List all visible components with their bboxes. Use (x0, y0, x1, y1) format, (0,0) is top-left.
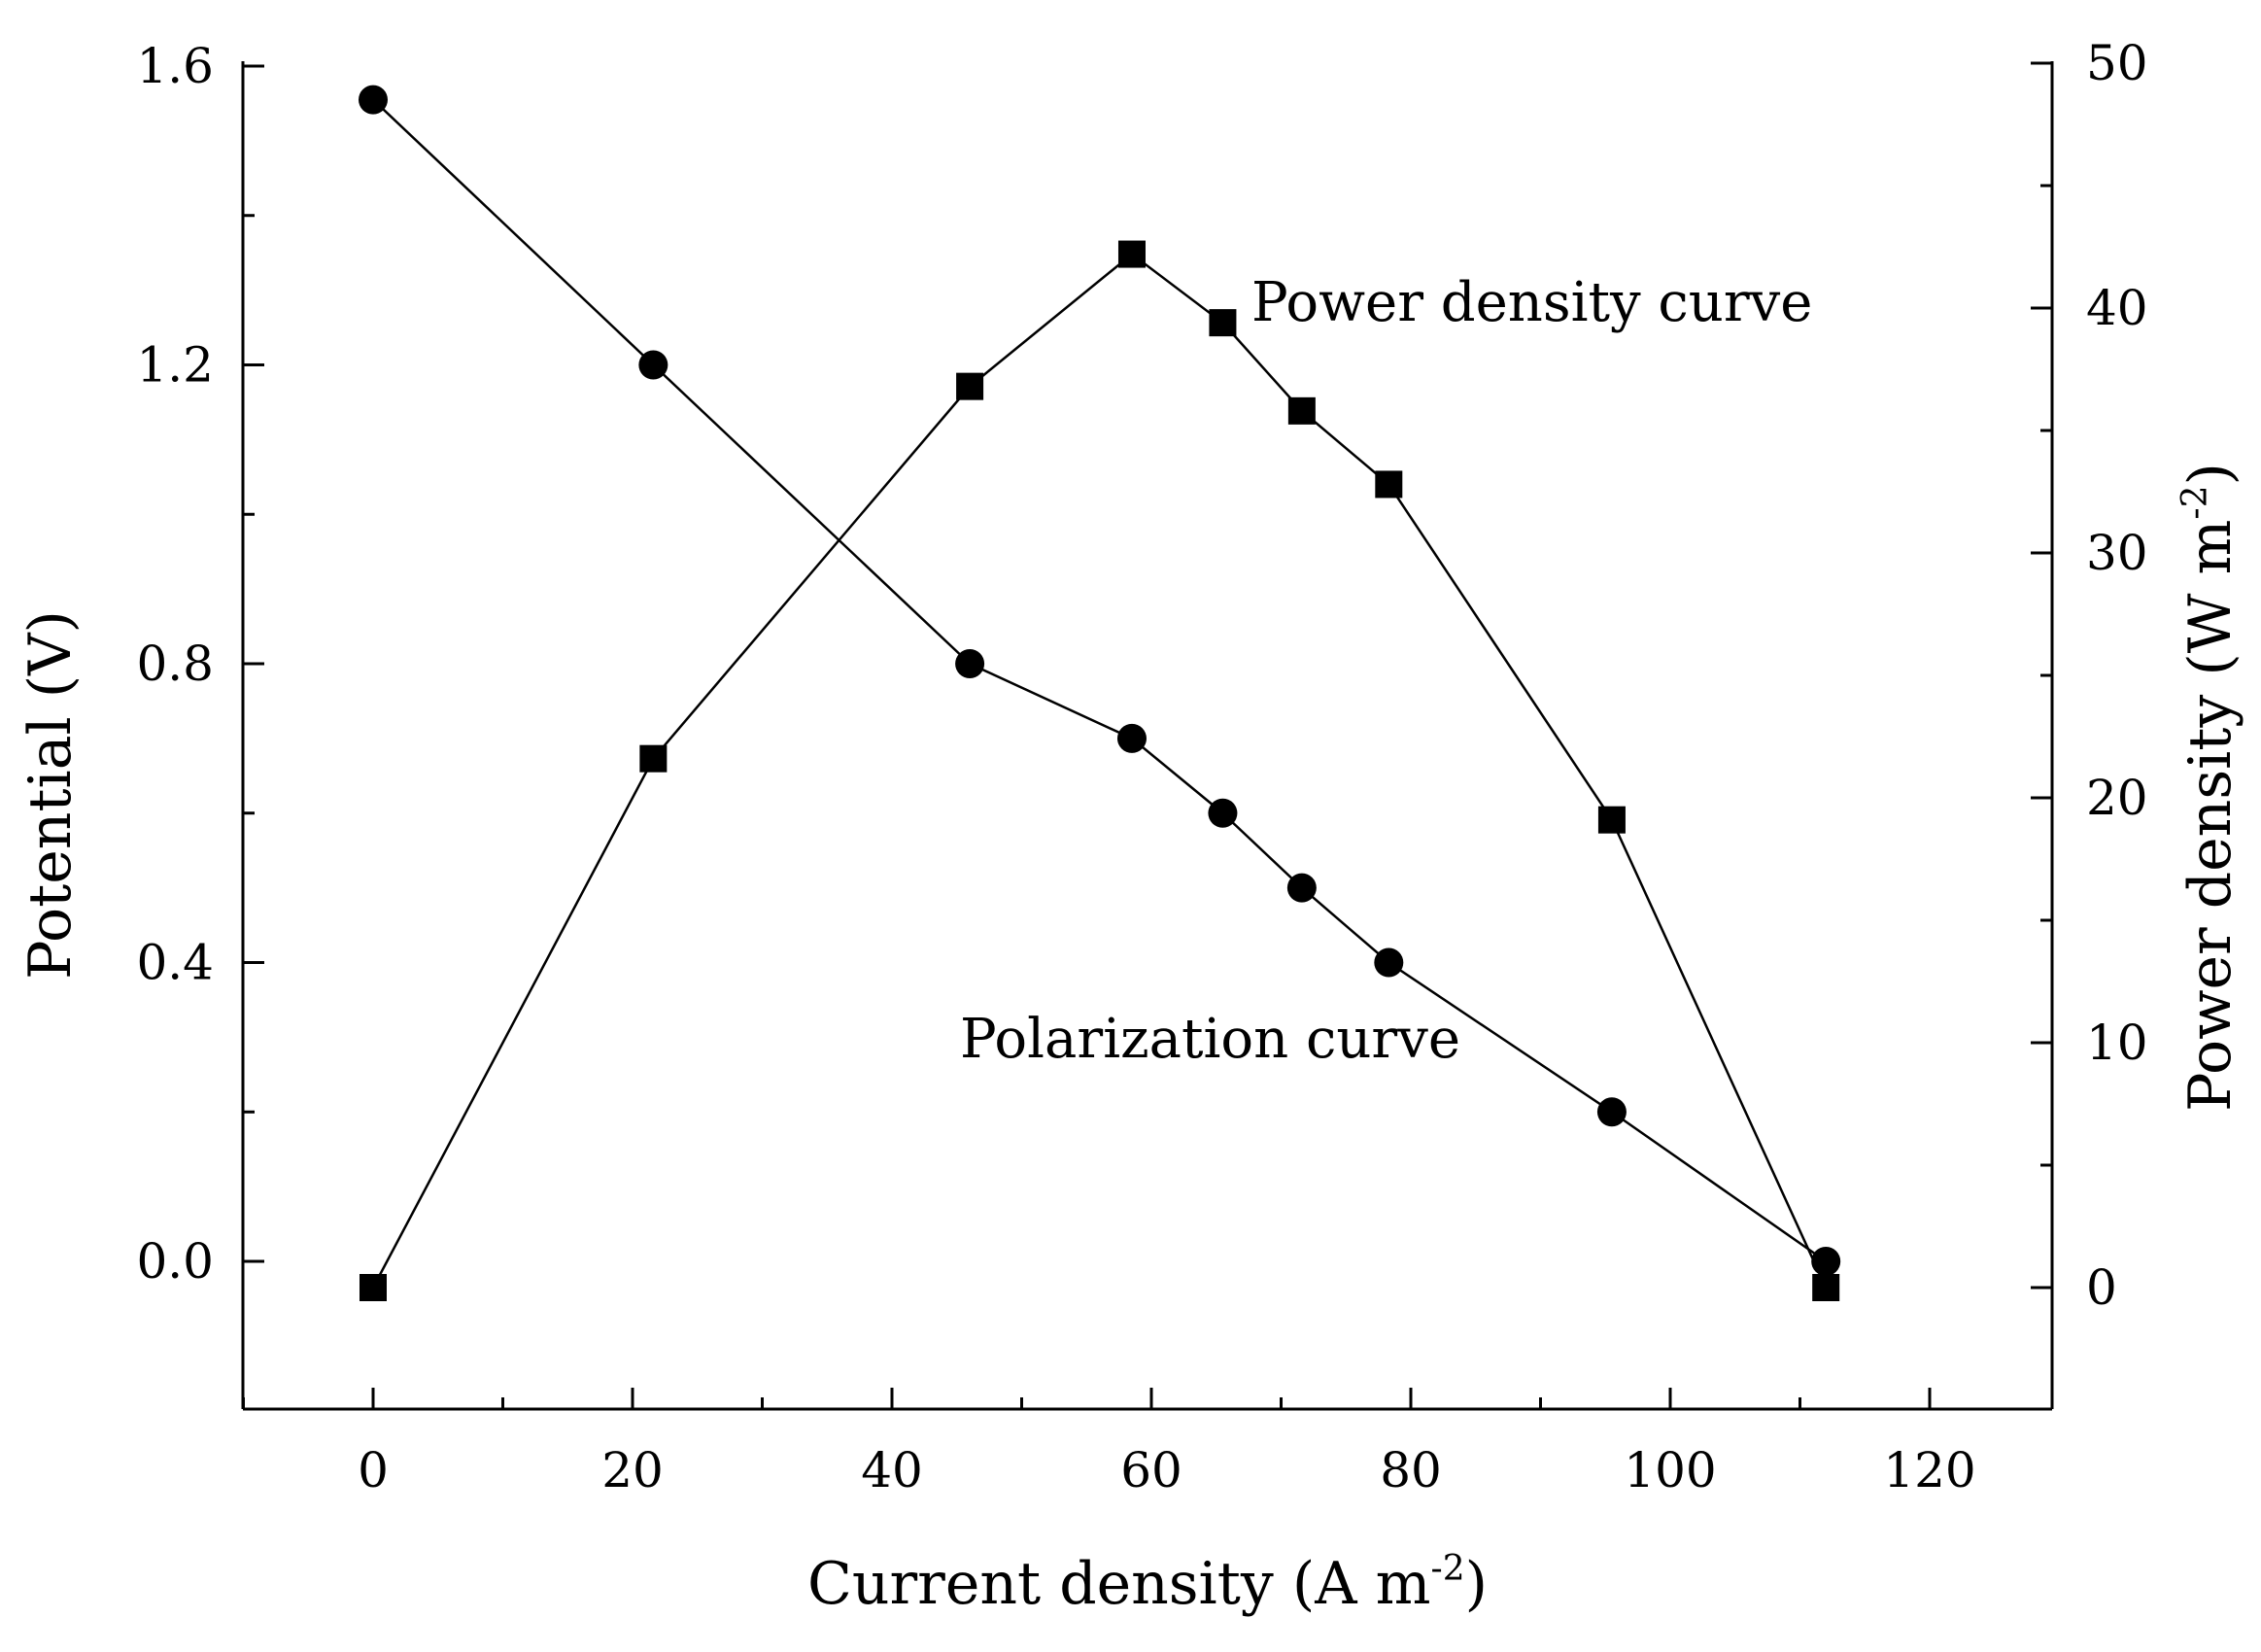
annotation-power-density: Power density curve (1251, 271, 1812, 334)
polarization-curve-point (1374, 947, 1404, 978)
x-tick-label: 0 (358, 1442, 389, 1498)
power-density-curve-point (360, 1274, 387, 1301)
power-density-curve-point (1375, 470, 1403, 499)
x-tick-label: 80 (1380, 1442, 1442, 1498)
x-tick-label: 40 (861, 1442, 923, 1498)
annotation-polarization: Polarization curve (960, 1008, 1460, 1071)
power-density-curve-point (639, 744, 668, 773)
y-left-axis-title: Potential (V) (17, 610, 85, 980)
polarization-curve-point (1208, 798, 1238, 828)
polarization-curve-point (1116, 723, 1147, 753)
polarization-curve-point (955, 649, 985, 678)
polarization-curve-point (1811, 1247, 1841, 1276)
power-density-curve-point (1287, 396, 1316, 425)
power-density-curve-line (371, 252, 1828, 1289)
y-left-tick-label: 1.2 (136, 337, 214, 394)
y-left-tick-label: 0.8 (136, 636, 214, 692)
y-right-tick-label: 40 (2086, 280, 2148, 336)
polarization-curve-point (638, 350, 668, 380)
x-axis-title: Current density (A m-2) (807, 1549, 1488, 1618)
markers (359, 85, 1841, 1301)
polarization-curve-point (1596, 1097, 1627, 1127)
tick-labels: 0 20 40 60 80 100 120 0.0 0.4 0.8 1.2 1.6 0 10 20 30 40 5… (136, 35, 2147, 1498)
y-right-tick-label: 50 (2086, 35, 2148, 91)
y-left-tick-label: 1.6 (136, 38, 214, 94)
power-density-curve-point (1812, 1274, 1840, 1301)
power-density-curve-point (1117, 240, 1146, 268)
ticks (242, 61, 2052, 1409)
power-density-curve-point (956, 372, 984, 400)
polarization-curve-point (359, 85, 388, 115)
x-tick-label: 60 (1120, 1442, 1182, 1498)
power-density-curve-point (1597, 806, 1626, 834)
power-density-curve-point (1209, 309, 1237, 337)
y-right-axis-title: Power density (W m-2) (2175, 463, 2244, 1112)
polarization-curve-point (1286, 873, 1317, 903)
x-tick-label: 120 (1883, 1442, 1975, 1498)
x-tick-label: 20 (601, 1442, 664, 1498)
y-right-tick-label: 0 (2086, 1259, 2117, 1316)
y-right-tick-label: 30 (2086, 525, 2148, 581)
x-tick-label: 100 (1624, 1442, 1716, 1498)
y-left-tick-label: 0.4 (136, 935, 214, 991)
y-left-tick-label: 0.0 (136, 1233, 214, 1290)
y-right-tick-label: 10 (2086, 1015, 2148, 1071)
y-right-tick-label: 20 (2086, 770, 2148, 826)
